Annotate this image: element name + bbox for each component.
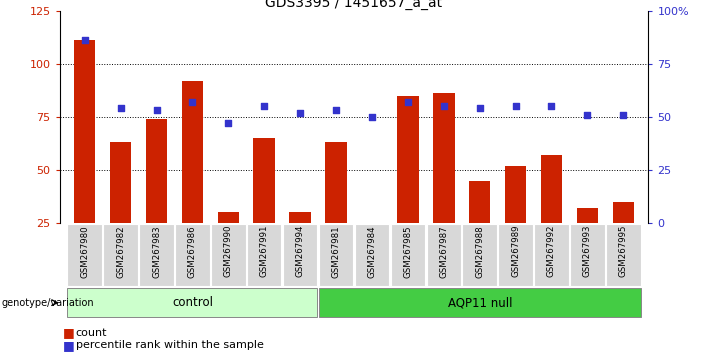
Bar bbox=[469, 181, 491, 223]
Point bbox=[618, 112, 629, 118]
Bar bbox=[505, 166, 526, 223]
Point bbox=[187, 99, 198, 105]
Text: ■: ■ bbox=[63, 326, 75, 339]
Text: GSM267987: GSM267987 bbox=[440, 225, 448, 278]
Point bbox=[546, 103, 557, 109]
Point bbox=[259, 103, 270, 109]
Point bbox=[294, 110, 306, 115]
Text: GSM267992: GSM267992 bbox=[547, 225, 556, 278]
Point bbox=[223, 120, 234, 126]
FancyBboxPatch shape bbox=[355, 224, 389, 286]
Point bbox=[151, 108, 162, 113]
FancyBboxPatch shape bbox=[67, 288, 318, 317]
Bar bbox=[577, 208, 598, 223]
Text: GSM267983: GSM267983 bbox=[152, 225, 161, 278]
FancyBboxPatch shape bbox=[139, 224, 174, 286]
FancyBboxPatch shape bbox=[463, 224, 497, 286]
FancyBboxPatch shape bbox=[390, 224, 425, 286]
FancyBboxPatch shape bbox=[570, 224, 605, 286]
FancyBboxPatch shape bbox=[319, 224, 353, 286]
Text: GSM267986: GSM267986 bbox=[188, 225, 197, 278]
Bar bbox=[182, 81, 203, 223]
Point bbox=[510, 103, 521, 109]
Bar bbox=[397, 96, 418, 223]
Title: GDS3395 / 1451657_a_at: GDS3395 / 1451657_a_at bbox=[266, 0, 442, 10]
Bar bbox=[433, 93, 454, 223]
Bar bbox=[146, 119, 168, 223]
Point bbox=[474, 105, 485, 111]
Point bbox=[582, 112, 593, 118]
FancyBboxPatch shape bbox=[103, 224, 138, 286]
FancyBboxPatch shape bbox=[426, 224, 461, 286]
Text: GSM267984: GSM267984 bbox=[367, 225, 376, 278]
Text: genotype/variation: genotype/variation bbox=[1, 298, 94, 308]
Text: GSM267988: GSM267988 bbox=[475, 225, 484, 278]
Text: GSM267985: GSM267985 bbox=[403, 225, 412, 278]
Point bbox=[79, 38, 90, 43]
FancyBboxPatch shape bbox=[534, 224, 569, 286]
Text: count: count bbox=[76, 328, 107, 338]
Bar bbox=[74, 40, 95, 223]
FancyBboxPatch shape bbox=[175, 224, 210, 286]
Text: AQP11 null: AQP11 null bbox=[448, 296, 512, 309]
Bar bbox=[613, 202, 634, 223]
Text: GSM267994: GSM267994 bbox=[296, 225, 305, 278]
Bar bbox=[325, 142, 347, 223]
FancyBboxPatch shape bbox=[247, 224, 282, 286]
FancyBboxPatch shape bbox=[498, 224, 533, 286]
Point bbox=[330, 108, 341, 113]
Text: control: control bbox=[172, 296, 214, 309]
Text: GSM267982: GSM267982 bbox=[116, 225, 125, 278]
Bar bbox=[110, 142, 131, 223]
FancyBboxPatch shape bbox=[67, 224, 102, 286]
Text: GSM267991: GSM267991 bbox=[260, 225, 268, 278]
Bar bbox=[254, 138, 275, 223]
Point bbox=[367, 114, 378, 120]
FancyBboxPatch shape bbox=[283, 224, 318, 286]
FancyBboxPatch shape bbox=[319, 288, 641, 317]
Text: GSM267989: GSM267989 bbox=[511, 225, 520, 278]
Text: GSM267993: GSM267993 bbox=[583, 225, 592, 278]
Text: GSM267981: GSM267981 bbox=[332, 225, 341, 278]
Bar bbox=[217, 212, 239, 223]
Bar bbox=[540, 155, 562, 223]
Text: GSM267980: GSM267980 bbox=[80, 225, 89, 278]
Text: GSM267990: GSM267990 bbox=[224, 225, 233, 278]
Point bbox=[438, 103, 449, 109]
Point bbox=[115, 105, 126, 111]
Text: percentile rank within the sample: percentile rank within the sample bbox=[76, 340, 264, 350]
Bar bbox=[290, 212, 311, 223]
Point bbox=[402, 99, 414, 105]
Text: GSM267995: GSM267995 bbox=[619, 225, 628, 278]
FancyBboxPatch shape bbox=[211, 224, 245, 286]
Text: ■: ■ bbox=[63, 339, 75, 352]
FancyBboxPatch shape bbox=[606, 224, 641, 286]
